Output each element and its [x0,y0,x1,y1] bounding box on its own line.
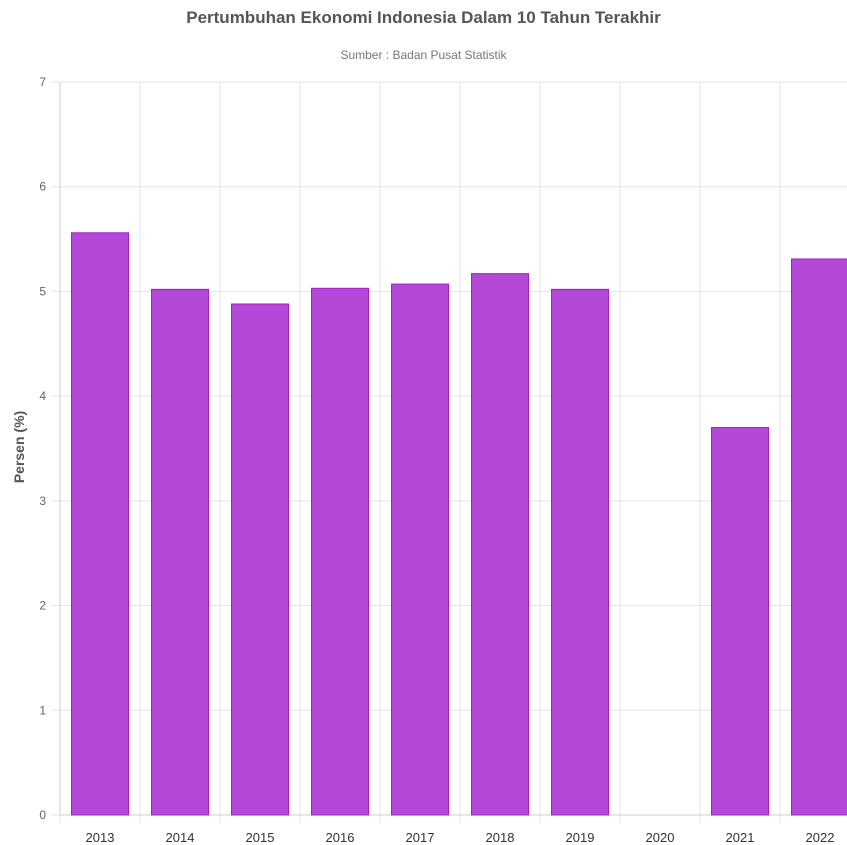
chart-subtitle: Sumber : Badan Pusat Statistik [340,48,507,62]
bar-2019 [551,288,609,816]
x-tick-label: 2019 [566,830,595,845]
y-tick-label: 3 [39,494,46,508]
bar-2017 [391,283,449,816]
y-tick-label: 1 [39,703,46,717]
x-tick-label: 2018 [486,830,515,845]
x-tick-label: 2016 [326,830,355,845]
y-tick-label: 0 [39,808,46,822]
bar-2014 [151,288,209,816]
x-tick-label: 2020 [646,830,675,845]
x-tick-label: 2015 [246,830,275,845]
bar-2022 [791,258,847,816]
x-tick-label: 2017 [406,830,435,845]
x-tick-label: 2013 [86,830,115,845]
bar-2015 [231,303,289,816]
x-tick-label: 2014 [166,830,195,845]
bar-2021 [711,427,769,816]
x-tick-label: 2021 [726,830,755,845]
y-tick-label: 7 [39,75,46,89]
x-tick-label: 2022 [806,830,835,845]
bar-2018 [471,273,529,816]
y-tick-label: 5 [39,284,46,298]
y-tick-label: 6 [39,180,46,194]
y-tick-label: 2 [39,599,46,613]
y-tick-label: 4 [39,389,46,403]
bar-2013 [71,232,129,816]
bar-2016 [311,287,369,816]
chart-title: Pertumbuhan Ekonomi Indonesia Dalam 10 T… [186,8,661,27]
